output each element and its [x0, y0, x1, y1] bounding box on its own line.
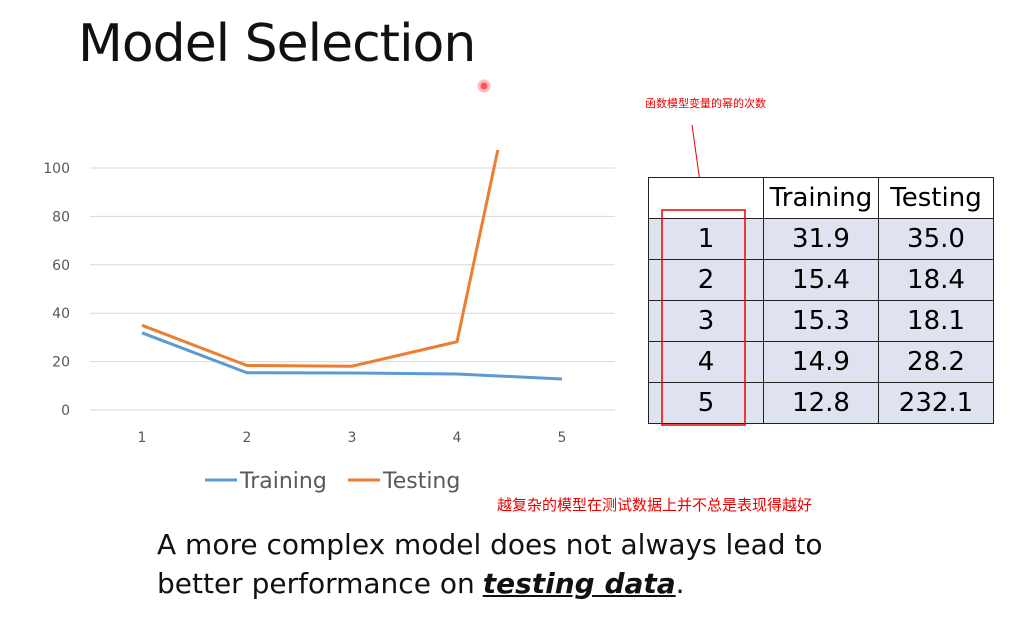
y-tick-label: 20: [52, 355, 70, 371]
cell: 15.4: [763, 259, 879, 301]
y-tick-label: 80: [52, 209, 70, 225]
x-tick-label: 1: [138, 430, 147, 446]
y-tick-label: 100: [43, 161, 70, 177]
cell: 14.9: [763, 341, 879, 383]
cell: 18.4: [878, 259, 994, 301]
text: .: [675, 567, 685, 600]
annotation: 越复杂的模型在测试数据上并不总是表现得越好: [497, 497, 813, 514]
header-cell: Training: [763, 177, 879, 219]
y-tick-label: 0: [61, 403, 70, 419]
slide-title: Model Selection: [78, 14, 476, 74]
cell: 5: [648, 382, 764, 424]
x-tick-label: 2: [243, 430, 252, 446]
row: 3 15.3 18.1: [648, 300, 994, 342]
cursor: [477, 79, 491, 93]
y-tick-label: 40: [52, 306, 70, 322]
row: 5 12.8 232.1: [648, 382, 994, 424]
row: 2 15.4 18.4: [648, 259, 994, 301]
series-line: [141, 150, 500, 368]
header-cell: [648, 177, 764, 219]
conclusion-line: better performance on testing data.: [157, 564, 823, 603]
cell: 18.1: [878, 300, 994, 342]
x-tick-label: 4: [453, 430, 462, 446]
header-cell: Testing: [878, 177, 994, 219]
emphasis: testing data: [482, 567, 676, 600]
conclusion: A more complex model does not always lea…: [157, 525, 823, 603]
cell: 4: [648, 341, 764, 383]
row: 4 14.9 28.2: [648, 341, 994, 383]
text: better performance on: [157, 567, 475, 600]
cell: 12.8: [763, 382, 879, 424]
row: 1 31.9 35.0: [648, 218, 994, 260]
x-tick-label: 5: [558, 430, 567, 446]
table: Training Testing 1 31.9 35.0 2 15.4 18.4 3 15.3 1…: [648, 177, 994, 424]
conclusion-line: A more complex model does not always lea…: [157, 528, 823, 561]
y-tick-label: 60: [52, 258, 70, 274]
series-line: [141, 331, 563, 381]
plot-area: [141, 150, 563, 381]
cell: 2: [648, 259, 764, 301]
x-tick-label: 3: [348, 430, 357, 446]
annotation: 函数模型变量的幂的次数: [645, 98, 766, 110]
cell: 1: [648, 218, 764, 260]
cell: 31.9: [763, 218, 879, 260]
cell: 35.0: [878, 218, 994, 260]
cell: 28.2: [878, 341, 994, 383]
cell: 3: [648, 300, 764, 342]
cell: 15.3: [763, 300, 879, 342]
cell: 232.1: [878, 382, 994, 424]
legend-label: Training: [239, 469, 327, 494]
legend-label: Testing: [382, 469, 460, 494]
